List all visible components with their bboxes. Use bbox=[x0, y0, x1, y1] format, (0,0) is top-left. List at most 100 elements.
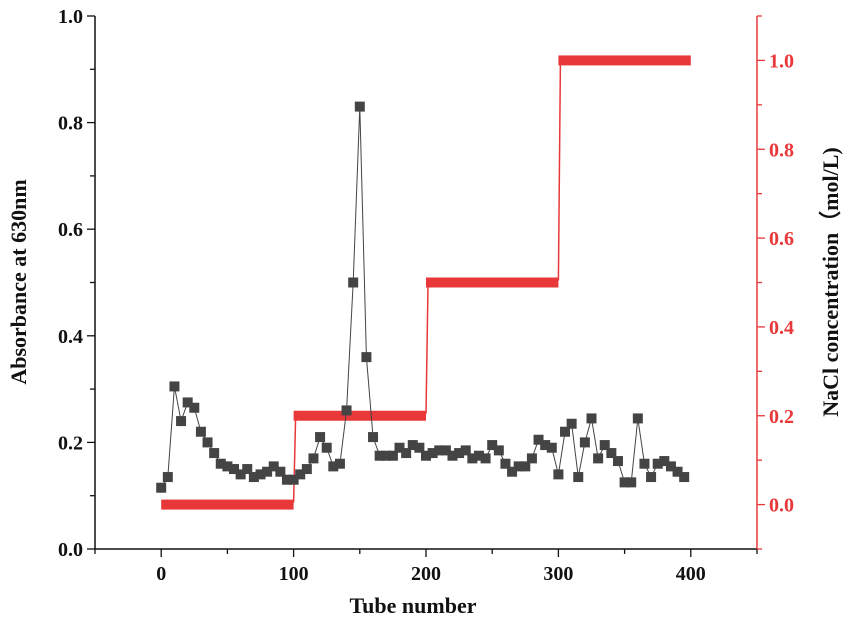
absorbance-point bbox=[659, 456, 670, 467]
absorbance-point bbox=[460, 445, 471, 456]
nacl-step-riser bbox=[557, 62, 562, 281]
absorbance-point bbox=[162, 472, 173, 483]
absorbance-point bbox=[301, 464, 312, 475]
absorbance-point bbox=[513, 461, 524, 472]
absorbance-point bbox=[248, 472, 259, 483]
absorbance-point bbox=[295, 469, 306, 480]
absorbance-point bbox=[195, 426, 206, 437]
absorbance-point bbox=[281, 474, 292, 485]
absorbance-point bbox=[394, 442, 405, 453]
absorbance-point bbox=[308, 453, 319, 464]
absorbance-point bbox=[189, 402, 200, 413]
absorbance-point bbox=[493, 445, 504, 456]
absorbance-point bbox=[222, 461, 233, 472]
absorbance-point bbox=[626, 477, 637, 488]
absorbance-point bbox=[242, 464, 253, 475]
y-right-tick-label: 0.4 bbox=[769, 317, 794, 339]
absorbance-point bbox=[454, 448, 465, 459]
nacl-step-riser bbox=[425, 284, 429, 414]
absorbance-point bbox=[421, 450, 431, 461]
absorbance-point bbox=[487, 440, 498, 451]
absorbance-point bbox=[440, 445, 451, 456]
absorbance-point bbox=[288, 474, 299, 485]
absorbance-point bbox=[473, 450, 484, 461]
absorbance-point bbox=[619, 477, 630, 488]
absorbance-point bbox=[176, 416, 187, 427]
x-tick-label: 0 bbox=[156, 563, 166, 585]
absorbance-point bbox=[467, 453, 478, 464]
y-left-tick-label: 0.8 bbox=[58, 113, 83, 135]
absorbance-point bbox=[606, 448, 617, 459]
absorbance-point bbox=[229, 464, 240, 475]
y-axis-right-title: NaCl concentration（mol/L) bbox=[818, 147, 843, 416]
absorbance-point bbox=[632, 413, 643, 424]
absorbance-point bbox=[553, 469, 564, 480]
absorbance-point bbox=[354, 101, 365, 112]
absorbance-point bbox=[526, 453, 537, 464]
absorbance-point bbox=[341, 405, 352, 416]
absorbance-point bbox=[182, 397, 193, 408]
x-tick-label: 200 bbox=[411, 563, 441, 585]
absorbance-point bbox=[268, 461, 279, 472]
absorbance-point bbox=[434, 445, 445, 456]
absorbance-point bbox=[599, 440, 610, 451]
absorbance-point bbox=[573, 472, 584, 483]
absorbance-point bbox=[665, 461, 676, 472]
absorbance-point bbox=[560, 426, 571, 437]
y-right-tick-label: 0.8 bbox=[769, 139, 794, 161]
absorbance-point bbox=[447, 450, 458, 461]
y-right-tick-label: 0.6 bbox=[769, 228, 794, 250]
absorbance-point bbox=[215, 458, 226, 469]
nacl-step-bar bbox=[426, 277, 559, 288]
y-right-tick-label: 1.0 bbox=[769, 50, 794, 72]
absorbance-point bbox=[202, 437, 213, 448]
absorbance-point bbox=[646, 472, 657, 483]
absorbance-series bbox=[156, 101, 690, 493]
absorbance-point bbox=[500, 458, 511, 469]
absorbance-point bbox=[387, 450, 398, 461]
absorbance-point bbox=[368, 432, 379, 443]
x-tick-label: 100 bbox=[279, 563, 309, 585]
absorbance-point bbox=[507, 466, 518, 477]
absorbance-point bbox=[315, 432, 326, 443]
absorbance-point bbox=[361, 352, 372, 363]
y-left-tick-label: 0.2 bbox=[58, 432, 83, 454]
axes bbox=[87, 15, 765, 557]
absorbance-point bbox=[520, 461, 531, 472]
absorbance-point bbox=[374, 450, 385, 461]
x-tick-label: 300 bbox=[543, 563, 573, 585]
absorbance-point bbox=[546, 442, 557, 453]
absorbance-point bbox=[381, 450, 392, 461]
absorbance-point bbox=[593, 453, 604, 464]
absorbance-point bbox=[321, 442, 332, 453]
absorbance-point bbox=[427, 448, 438, 459]
absorbance-point bbox=[533, 434, 544, 445]
nacl-step-bar bbox=[293, 410, 426, 421]
y-left-tick-label: 0.0 bbox=[58, 539, 83, 561]
y-left-tick-label: 0.6 bbox=[58, 219, 83, 241]
absorbance-point bbox=[255, 469, 266, 480]
absorbance-point bbox=[334, 458, 345, 469]
absorbance-point bbox=[612, 456, 623, 467]
absorbance-point bbox=[235, 469, 246, 480]
nacl-step-bar bbox=[161, 499, 294, 510]
nacl-step-bar bbox=[558, 55, 691, 66]
absorbance-point bbox=[414, 442, 425, 453]
absorbance-point bbox=[262, 466, 273, 477]
absorbance-point bbox=[169, 381, 180, 392]
absorbance-point bbox=[480, 453, 491, 464]
absorbance-point bbox=[586, 413, 597, 424]
y-right-tick-label: 0.0 bbox=[769, 495, 794, 517]
absorbance-point bbox=[348, 277, 359, 288]
y-left-tick-label: 1.0 bbox=[58, 6, 83, 28]
y-axis-left-title: Absorbance at 630nm bbox=[6, 179, 31, 384]
tick-labels: 0 100 200 300 400 0.0 0.2 0.4 0.6 0.8 1.0 0.0 0.2 0.4… bbox=[58, 6, 794, 585]
absorbance-point bbox=[401, 448, 412, 459]
absorbance-point bbox=[407, 440, 418, 451]
absorbance-point bbox=[672, 466, 683, 477]
y-left-tick-label: 0.4 bbox=[58, 326, 83, 348]
absorbance-point bbox=[275, 466, 286, 477]
absorbance-point bbox=[639, 458, 650, 469]
y-right-tick-label: 0.2 bbox=[769, 406, 794, 428]
